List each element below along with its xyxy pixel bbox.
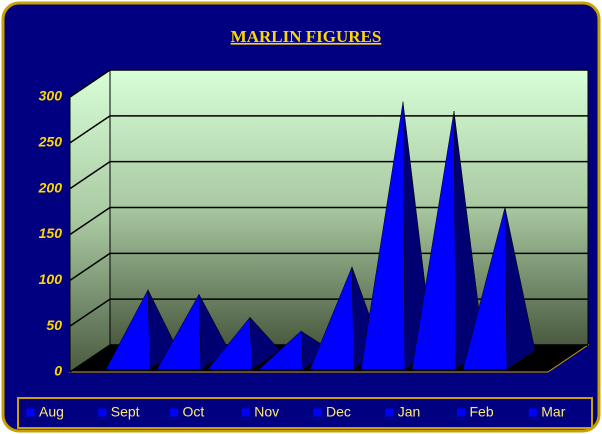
chart-title: MARLIN FIGURES	[231, 27, 382, 46]
legend-swatch	[312, 407, 323, 418]
legend-label: Mar	[541, 404, 565, 420]
y-tick-label: 300	[39, 88, 63, 104]
grid-line	[69, 298, 111, 327]
legend-label: Dec	[326, 404, 351, 420]
legend-swatch	[169, 407, 179, 418]
y-tick-label: 250	[38, 134, 63, 150]
pyramid	[156, 293, 202, 370]
legend-label: Nov	[254, 404, 279, 420]
legend-label: Jan	[398, 404, 421, 420]
legend-swatch	[527, 407, 538, 418]
pyramid	[462, 207, 508, 370]
legend	[17, 397, 593, 429]
legend-label: Aug	[39, 404, 64, 420]
grid-line	[69, 69, 111, 98]
grid-line	[69, 252, 111, 281]
pyramid	[411, 110, 457, 370]
y-tick-label: 200	[38, 179, 63, 195]
pyramid	[207, 316, 253, 370]
y-tick-label: 0	[54, 363, 62, 379]
pyramid	[105, 288, 151, 370]
legend-label: Oct	[183, 404, 205, 420]
legend-swatch	[240, 407, 251, 418]
pyramid	[360, 101, 406, 370]
legend-swatch	[25, 407, 36, 418]
y-tick-label: 150	[39, 225, 63, 241]
grid-line	[69, 115, 111, 144]
legend-label: Feb	[470, 404, 494, 420]
legend-label: Sept	[111, 404, 140, 420]
y-tick-label: 50	[46, 317, 62, 333]
pyramid	[309, 266, 355, 370]
legend-swatch	[456, 407, 466, 418]
y-tick-label: 100	[39, 271, 63, 287]
grid-line	[69, 161, 111, 190]
grid-line	[69, 206, 111, 236]
pyramid	[258, 330, 304, 370]
legend-swatch	[97, 407, 108, 418]
legend-swatch	[384, 407, 395, 418]
grid-line	[69, 344, 111, 373]
